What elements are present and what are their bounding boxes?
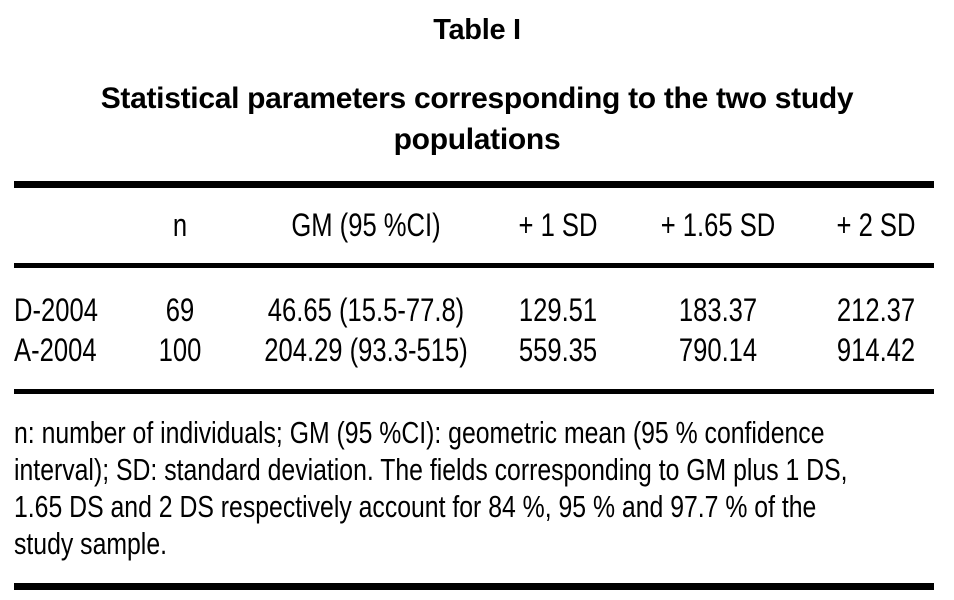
- table-caption: Table I Statistical parameters correspon…: [0, 0, 954, 160]
- bottom-rule: [14, 583, 934, 590]
- cell-plus165sd: 183.37: [678, 291, 758, 328]
- footnote-line: interval); SD: standard deviation. The f…: [14, 452, 848, 487]
- condensed-block: n GM (95 %CI) + 1 SD + 1.65 SD + 2 SD D-…: [14, 181, 934, 590]
- body-divider-rule: [14, 389, 934, 394]
- table-title: Statistical parameters corresponding to …: [100, 82, 854, 156]
- row-label: A-2004: [14, 331, 97, 368]
- cell-gm: 204.29 (93.3-515): [264, 331, 468, 368]
- cell-plus2sd: 914.42: [836, 331, 916, 368]
- footnote-line: n: number of individuals; GM (95 %CI): g…: [14, 415, 825, 450]
- header-divider-rule: [14, 263, 934, 268]
- cell-plus2sd: 212.37: [836, 291, 916, 328]
- row-label: D-2004: [14, 291, 98, 328]
- cell-plus165sd: 790.14: [678, 331, 758, 368]
- cell-gm: 46.65 (15.5-77.8): [267, 291, 465, 328]
- table-body: D-2004 69 46.65 (15.5-77.8) 129.51 183.3…: [14, 268, 934, 389]
- footnote-line: 1.65 DS and 2 DS respectively account fo…: [14, 489, 817, 524]
- table-number: Table I: [433, 14, 521, 46]
- footnote-line: study sample.: [14, 526, 168, 561]
- table-header-row: n GM (95 %CI) + 1 SD + 1.65 SD + 2 SD: [14, 188, 934, 263]
- header-cell-plus1sd: + 1 SD: [518, 207, 598, 243]
- table-row: D-2004 69 46.65 (15.5-77.8) 129.51 183.3…: [14, 290, 934, 330]
- table-row: A-2004 100 204.29 (93.3-515) 559.35 790.…: [14, 330, 934, 370]
- table-content-area: n GM (95 %CI) + 1 SD + 1.65 SD + 2 SD D-…: [14, 181, 934, 590]
- cell-plus1sd: 559.35: [518, 331, 598, 368]
- header-cell-plus165sd: + 1.65 SD: [660, 207, 776, 243]
- header-cell-n: n: [172, 207, 188, 243]
- table-footnote: n: number of individuals; GM (95 %CI): g…: [14, 394, 934, 583]
- cell-n: 69: [165, 291, 195, 328]
- header-cell-gm: GM (95 %CI): [291, 207, 441, 243]
- header-cell-plus2sd: + 2 SD: [836, 207, 916, 243]
- cell-plus1sd: 129.51: [518, 291, 598, 328]
- cell-n: 100: [158, 331, 202, 368]
- top-rule: [14, 181, 934, 188]
